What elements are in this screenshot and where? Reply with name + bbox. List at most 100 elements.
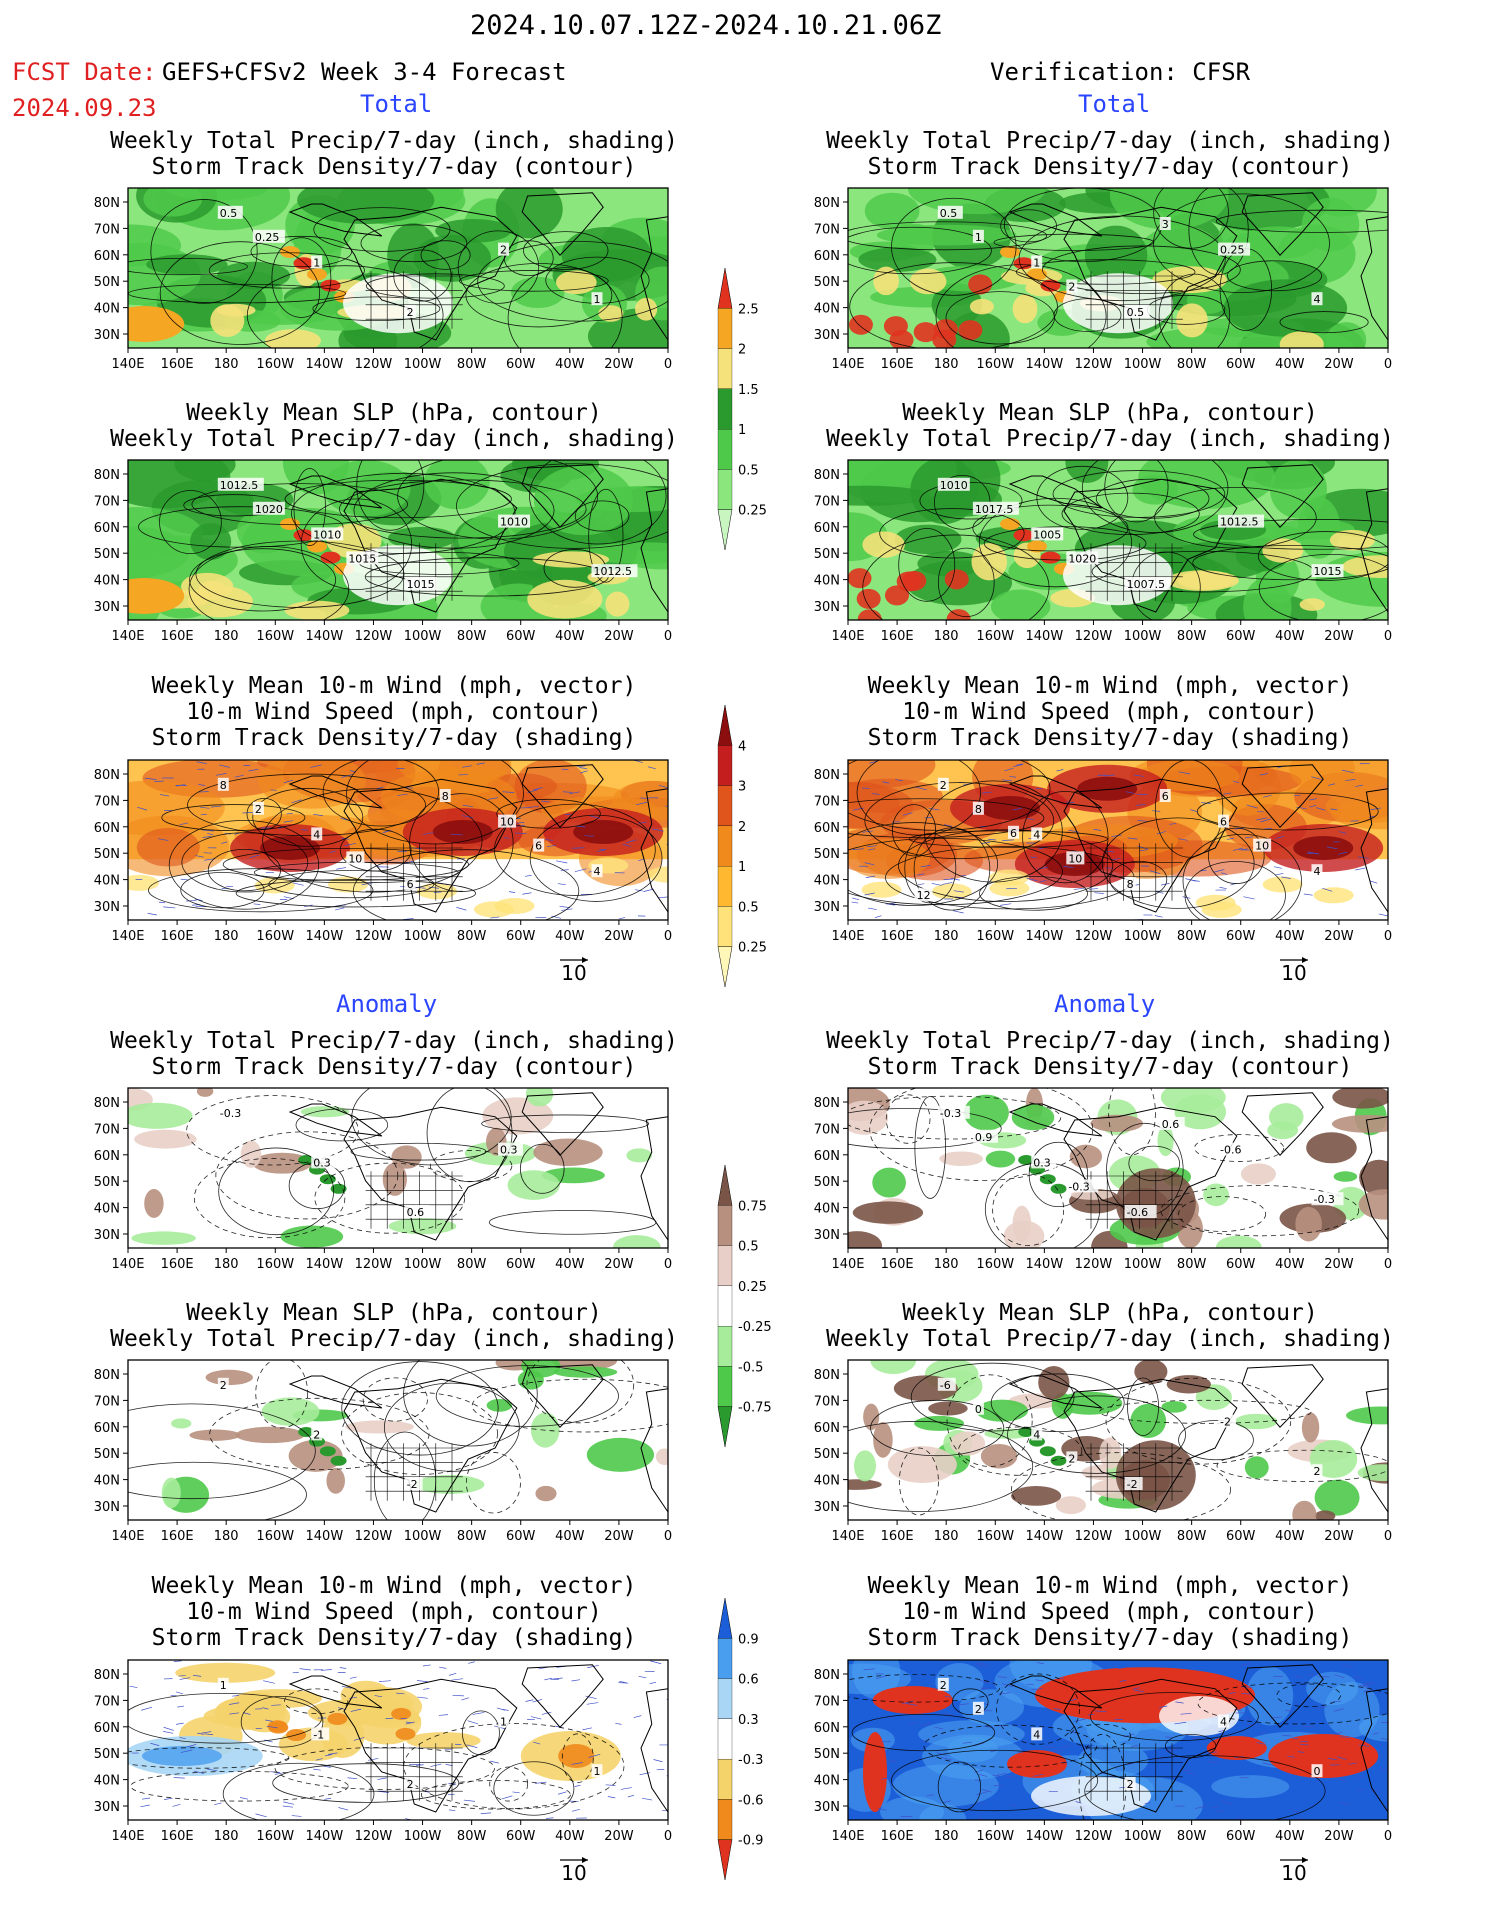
title-l1: Weekly Total Precip/7-day (inch, shading…: [110, 128, 678, 180]
lon-tick-label: 100W: [404, 1829, 442, 1844]
lat-tick-label: 40N: [814, 874, 840, 889]
vector-reference: 10: [560, 1857, 588, 1885]
contour-label: 8: [442, 790, 449, 803]
lon-tick-label: 40W: [555, 357, 585, 372]
lon-tick-label: 80W: [457, 1257, 487, 1272]
lon-tick-label: 60W: [1226, 1829, 1256, 1844]
lat-tick-label: 60N: [814, 1421, 840, 1436]
lon-tick-label: 180: [934, 357, 959, 372]
colorbar-tick-label: 4: [738, 739, 746, 754]
lon-tick-label: 100W: [404, 629, 442, 644]
lat-tick-label: 80N: [94, 468, 120, 483]
lon-tick-label: 120W: [1075, 629, 1113, 644]
lon-tick-label: 80W: [457, 929, 487, 944]
lat-tick-label: 80N: [94, 1368, 120, 1383]
lon-tick-label: 60W: [1226, 1257, 1256, 1272]
contour-label: 1010: [500, 516, 528, 529]
lon-tick-label: 160W: [976, 629, 1014, 644]
lon-tick-label: 140E: [831, 357, 864, 372]
lon-tick-label: 60W: [506, 357, 536, 372]
section-anomaly-right: Anomaly: [1054, 990, 1156, 1018]
fcst-date-label: FCST Date:: [12, 58, 157, 86]
lon-tick-label: 60W: [506, 929, 536, 944]
lat-tick-label: 80N: [94, 768, 120, 783]
contour-label: 1012.5: [220, 479, 258, 492]
lon-tick-label: 120W: [355, 629, 393, 644]
contour-label: -6: [940, 1379, 951, 1392]
colorbar-tick-label: -0.6: [738, 1793, 763, 1808]
lon-tick-label: 0: [664, 929, 672, 944]
title-r2: Weekly Mean SLP (hPa, contour) Weekly Tot…: [826, 400, 1394, 452]
contour-label: 0.3: [1033, 1156, 1051, 1169]
lon-tick-label: 180: [934, 1829, 959, 1844]
lat-tick-label: 60N: [814, 521, 840, 536]
contour-label: 1015: [1313, 565, 1341, 578]
title-l4: Weekly Total Precip/7-day (inch, shading…: [110, 1028, 678, 1080]
lon-tick-label: 160E: [161, 357, 194, 372]
lon-tick-label: 140W: [1026, 629, 1064, 644]
vector-reference: 10: [1280, 957, 1308, 985]
lon-tick-label: 160W: [976, 357, 1014, 372]
lon-tick-label: 140W: [1026, 1829, 1064, 1844]
map-panel-forecast-total-slp-precip: 1012.5 1010 1015 1010 1012.5 1020 1015 140E 160E…: [94, 459, 672, 644]
lon-tick-label: 160W: [256, 357, 294, 372]
lon-tick-label: 80W: [457, 1529, 487, 1544]
contour-label: 6: [1010, 827, 1017, 840]
lon-tick-label: 100W: [404, 357, 442, 372]
contour-label: 0.5: [220, 207, 238, 220]
lon-tick-label: 140E: [111, 1257, 144, 1272]
lat-tick-label: 80N: [814, 196, 840, 211]
contour-label: 0.6: [407, 1206, 425, 1219]
lon-tick-label: 0: [664, 629, 672, 644]
lat-tick-label: 40N: [814, 1202, 840, 1217]
lon-tick-label: 20W: [1324, 1257, 1354, 1272]
map-panel-verif-anom-precip-storm: -0.3 0.3 -0.6 -0.6 -0.3 0.9 -0.3 0.6 140E 160E 180…: [814, 1087, 1392, 1272]
contour-label: 1015: [407, 578, 435, 591]
contour-label: 4: [1033, 1728, 1040, 1741]
contour-label: 2: [1313, 1465, 1320, 1478]
colorbar-tick-label: 2: [738, 343, 746, 358]
contour-label: 4: [1220, 1716, 1227, 1729]
lat-tick-label: 70N: [94, 794, 120, 809]
colorbar-tick-label: 0.3: [738, 1713, 759, 1728]
contour-label: 1020: [1068, 552, 1096, 565]
lat-tick-label: 40N: [814, 574, 840, 589]
contour-label: 0: [975, 1403, 982, 1416]
lat-tick-label: 40N: [814, 1474, 840, 1489]
lat-tick-label: 50N: [814, 547, 840, 562]
colorbar-storm_anom: 0.9 0.6 0.3 -0.3 -0.6 -0.9: [717, 1597, 763, 1881]
lon-tick-label: 180: [934, 929, 959, 944]
contour-label: 4: [1033, 1428, 1040, 1441]
lon-tick-label: 20W: [1324, 629, 1354, 644]
contour-label: 6: [407, 878, 414, 891]
lon-tick-label: 160E: [161, 929, 194, 944]
lon-tick-label: 80W: [1177, 1257, 1207, 1272]
lat-tick-label: 60N: [814, 249, 840, 264]
contour-label: 2: [407, 306, 414, 319]
lon-tick-label: 160E: [161, 1529, 194, 1544]
contour-label: 1: [313, 256, 320, 269]
lon-tick-label: 140W: [1026, 1257, 1064, 1272]
lon-tick-label: 20W: [1324, 357, 1354, 372]
lon-tick-label: 60W: [1226, 629, 1256, 644]
lon-tick-label: 160E: [881, 1257, 914, 1272]
lat-tick-label: 70N: [94, 222, 120, 237]
contour-label: 2: [975, 1703, 982, 1716]
lat-tick-label: 60N: [94, 1721, 120, 1736]
colorbar-tick-label: 2.5: [738, 302, 759, 317]
lon-tick-label: 20W: [1324, 1529, 1354, 1544]
fcst-model-label: GEFS+CFSv2 Week 3-4 Forecast: [162, 58, 567, 86]
contour-label: 1012.5: [593, 565, 632, 578]
lat-tick-label: 80N: [94, 1096, 120, 1111]
lat-tick-label: 70N: [814, 222, 840, 237]
lat-tick-label: 80N: [814, 1368, 840, 1383]
colorbar-tick-label: 0.5: [738, 463, 759, 478]
contour-label: -2: [407, 1478, 418, 1491]
lat-tick-label: 50N: [814, 1175, 840, 1190]
lon-tick-label: 160W: [976, 1257, 1014, 1272]
contour-label: 10: [348, 852, 362, 865]
lon-tick-label: 140E: [111, 357, 144, 372]
map-panel-forecast-anom-slp-precip: 2 2 -2 140E 160E 180 160W 140W 120W 100W 80W 60W 40W…: [94, 1359, 672, 1544]
lon-tick-label: 0: [1384, 1529, 1392, 1544]
vector-reference: 10: [560, 957, 588, 985]
